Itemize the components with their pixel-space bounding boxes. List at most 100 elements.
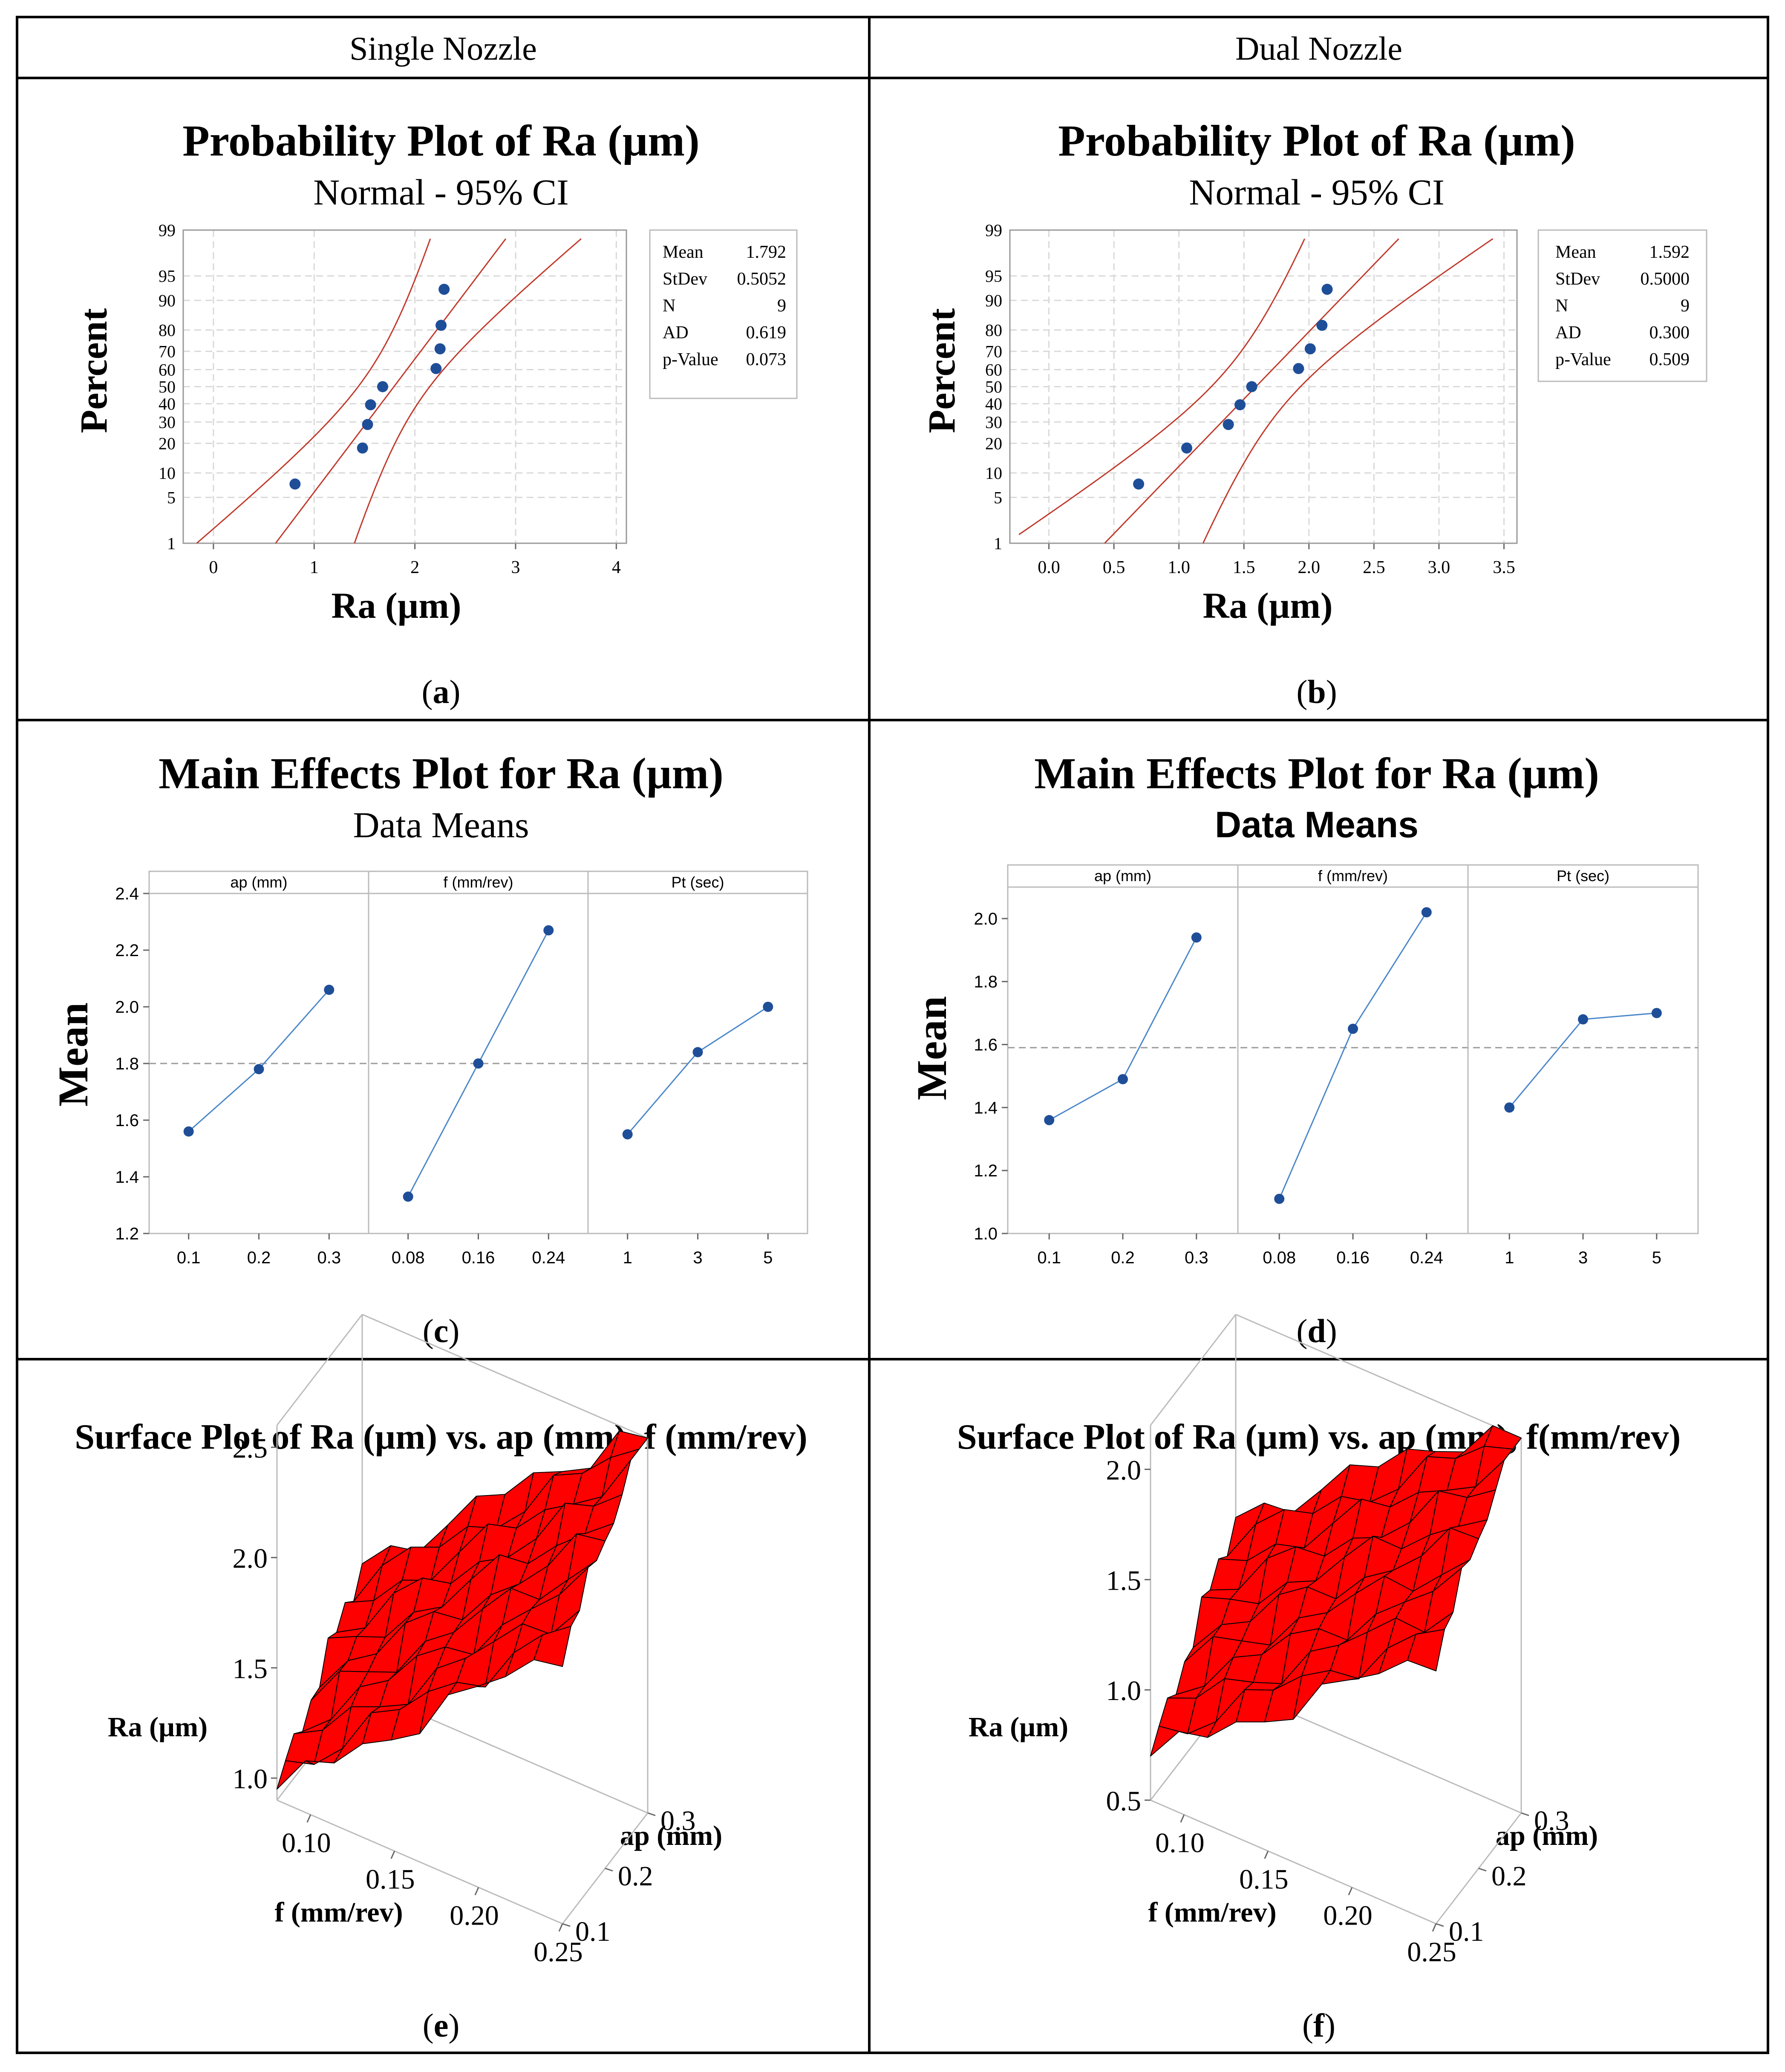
y-tick-label: 10 [159, 464, 176, 483]
effect-point [1044, 1115, 1055, 1125]
stats-box: Mean 1.792 StDev 0.5052 N 9 AD 0.619 p-V… [649, 229, 798, 399]
y-tick-label: 60 [985, 360, 1002, 379]
ci-lower-band [1018, 238, 1306, 535]
y-tick-label: 60 [159, 360, 176, 379]
y-tick-label: 30 [159, 412, 176, 432]
data-point [1293, 363, 1304, 375]
y-tick-label: 1.4 [115, 1168, 139, 1187]
factor-label: ap (mm) [1094, 867, 1151, 885]
y-tick-label: 1.6 [115, 1111, 139, 1130]
f-tick [390, 1850, 395, 1859]
surface-cell [277, 1760, 314, 1790]
axis-box-edge [1235, 1314, 1522, 1439]
stat-label: StDev [663, 269, 707, 289]
effect-point [1578, 1014, 1588, 1025]
data-point [438, 283, 450, 295]
z-tick-label: 0.5 [1106, 1786, 1142, 1817]
data-point [1133, 478, 1145, 490]
surface-plot-dual: Surface Plot of Ra (µm) vs. ap (mm), f(m… [957, 1314, 1681, 2044]
factor-label: ap (mm) [231, 873, 288, 891]
f-tick [306, 1814, 311, 1823]
effect-point [324, 985, 335, 995]
level-label: 1 [623, 1248, 632, 1267]
y-tick-label: 5 [994, 488, 1002, 507]
effect-line [188, 989, 330, 1132]
chart-subtitle: Normal - 95% CI [313, 172, 568, 213]
y-axis-label: Percent [73, 308, 115, 433]
plot-frame [1007, 864, 1699, 1234]
panel-caption: (e) [423, 2007, 460, 2044]
x-tick-label: 3.0 [1428, 558, 1450, 577]
stat-label: StDev [1555, 269, 1600, 289]
data-point [430, 363, 442, 375]
level-label: 0.1 [177, 1248, 201, 1267]
y-tick-label: 70 [159, 342, 176, 361]
stat-value: 1.792 [746, 242, 787, 262]
panel-caption: (d) [1296, 1312, 1337, 1349]
stat-value: 1.592 [1649, 242, 1690, 262]
level-label: 0.24 [1410, 1248, 1443, 1267]
x-tick-label: 4 [612, 558, 621, 577]
data-point [377, 381, 388, 392]
y-tick-label: 1.2 [974, 1161, 998, 1180]
effect-point [1651, 1008, 1662, 1018]
y-tick-label: 40 [985, 395, 1002, 414]
ap-tick [605, 1867, 613, 1872]
x-tick-label: 3 [511, 558, 520, 577]
ci-lower-band [196, 238, 431, 544]
surface-cell [1407, 1629, 1445, 1671]
y-tick-label: 20 [985, 434, 1002, 453]
panel-caption: (b) [1296, 673, 1337, 710]
stat-label: AD [1555, 323, 1581, 343]
y-axis-label: Mean [908, 996, 955, 1100]
panel-caption: (a) [422, 673, 461, 710]
stat-value: 0.5052 [737, 269, 787, 289]
factor-label: Pt (sec) [671, 873, 724, 891]
y-tick-label: 99 [159, 221, 176, 240]
main-effects-plot-dual: Main Effects Plot for Ra (µm) Data Means… [908, 749, 1699, 1349]
f-tick [558, 1923, 563, 1932]
z-tick-label: 2.5 [233, 1433, 268, 1464]
data-point [289, 478, 301, 490]
x-tick-label: 2 [410, 558, 419, 577]
probability-plot-single: Probability Plot of Ra (µm) Normal - 95%… [73, 116, 798, 710]
stats-box: Mean 1.592 StDev 0.5000 N 9 AD 0.300 p-V… [1537, 229, 1707, 382]
stat-label: N [1555, 296, 1568, 316]
data-point [1246, 381, 1257, 392]
level-label: 5 [763, 1248, 773, 1267]
column-header-dual: Dual Nozzle [1235, 30, 1402, 67]
y-tick-label: 90 [159, 291, 176, 310]
y-tick-label: 2.4 [115, 885, 139, 903]
y-tick-label: 2.0 [115, 998, 139, 1017]
y-tick-label: 1.4 [974, 1098, 998, 1117]
probability-plot-dual: Probability Plot of Ra (µm) Normal - 95%… [921, 116, 1707, 710]
x-tick-label: 0.0 [1038, 558, 1060, 577]
ap-tick [647, 1812, 656, 1816]
ci-upper-band [1202, 238, 1494, 544]
factor-label: Pt (sec) [1557, 867, 1609, 885]
axis-box-edge [1150, 1799, 1436, 1925]
stat-value: 0.5000 [1641, 269, 1690, 289]
y-tick-label: 10 [985, 464, 1002, 483]
f-tick [474, 1887, 479, 1896]
level-label: 0.16 [1336, 1248, 1370, 1267]
z-tick-label: 2.0 [1106, 1455, 1142, 1486]
stat-value: 0.073 [746, 350, 787, 369]
stat-label: Mean [1555, 242, 1596, 262]
y-tick-label: 50 [985, 378, 1002, 397]
y-tick-label: 30 [985, 412, 1002, 432]
x-axis-label: Ra (µm) [331, 585, 461, 626]
data-point [1321, 283, 1333, 295]
z-tick-label: 1.5 [233, 1653, 268, 1684]
y-tick-label: 95 [159, 267, 176, 286]
figure-frame [16, 16, 1769, 2054]
effect-point [692, 1047, 703, 1058]
caption-letter: f [1313, 2007, 1325, 2044]
z-tick-label: 1.5 [1106, 1565, 1142, 1596]
data-point [1316, 320, 1328, 331]
z-tick-label: 1.0 [1106, 1675, 1142, 1706]
f-tick [1264, 1850, 1269, 1859]
x-tick-label: 0.5 [1103, 558, 1125, 577]
